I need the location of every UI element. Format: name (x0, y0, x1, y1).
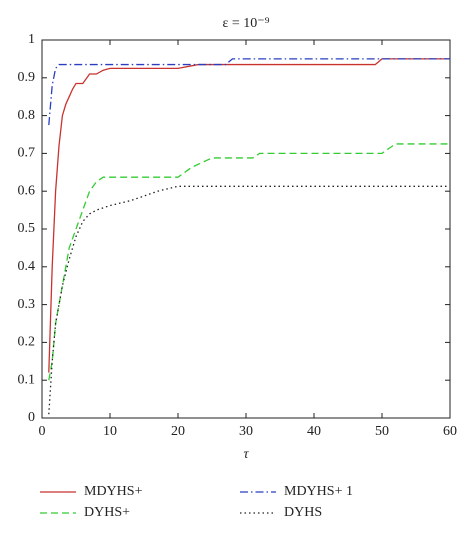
y-tick-label: 0.1 (18, 372, 36, 387)
x-tick-label: 50 (375, 424, 389, 439)
series-line (48, 185, 450, 415)
series-line (48, 143, 450, 381)
y-tick-label: 0.2 (18, 335, 36, 350)
legend-label: MDYHS+ 1 (284, 484, 353, 499)
x-axis-label: τ (243, 447, 249, 462)
y-tick-label: 0.3 (18, 297, 36, 312)
x-tick-label: 40 (307, 424, 321, 439)
x-tick-label: 0 (39, 424, 46, 439)
y-tick-label: 0.5 (18, 221, 36, 236)
y-tick-label: 0.8 (18, 108, 36, 123)
series-line (48, 58, 450, 126)
y-tick-label: 0.4 (18, 259, 36, 274)
y-tick-label: 0 (28, 410, 35, 425)
y-tick-label: 0.7 (18, 146, 36, 161)
y-tick-label: 1 (28, 32, 35, 47)
y-tick-label: 0.6 (18, 183, 36, 198)
x-tick-label: 60 (443, 424, 457, 439)
plot-frame (41, 39, 451, 419)
legend-label: DYHS (284, 505, 322, 520)
legend-label: MDYHS+ (84, 484, 143, 499)
chart-title: ε = 10⁻⁹ (222, 16, 269, 31)
x-tick-label: 10 (103, 424, 117, 439)
legend-label: DYHS+ (84, 505, 130, 520)
y-tick-label: 0.9 (18, 70, 36, 85)
series-line (48, 58, 450, 373)
x-tick-label: 30 (239, 424, 253, 439)
x-tick-label: 20 (171, 424, 185, 439)
